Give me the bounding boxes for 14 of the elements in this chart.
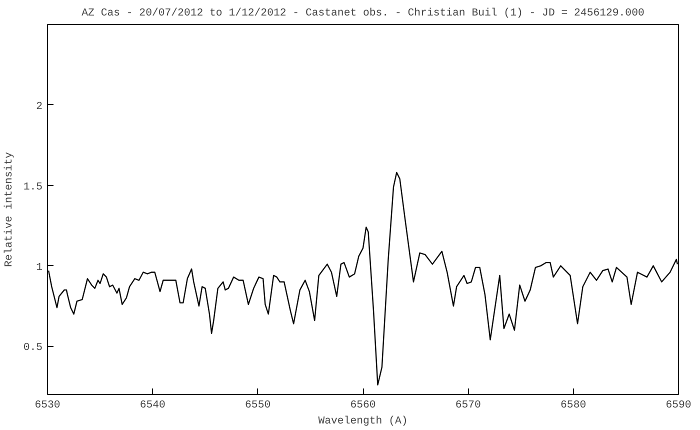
y-axis-title: Relative intensity <box>3 151 16 268</box>
x-tick-label: 6530 <box>34 400 60 412</box>
x-tick-label: 6560 <box>350 400 376 412</box>
chart-title: AZ Cas - 20/07/2012 to 1/12/2012 - Castanet obs. - Christian Buil (1) - JD = 2456129.000 <box>82 8 644 20</box>
y-tick-label: 0.5 <box>23 342 43 354</box>
x-axis-title: Wavelength (A) <box>318 416 408 428</box>
x-tick-label: 6570 <box>455 400 481 412</box>
y-tick-label: 1 <box>36 262 43 274</box>
y-tick-label: 2 <box>36 100 43 113</box>
x-tick-label: 6590 <box>666 400 692 412</box>
x-tick-label: 6550 <box>245 400 271 412</box>
y-tick-label: 1.5 <box>23 181 43 194</box>
x-tick-label: 6540 <box>140 400 166 412</box>
x-tick-label: 6580 <box>560 400 586 412</box>
